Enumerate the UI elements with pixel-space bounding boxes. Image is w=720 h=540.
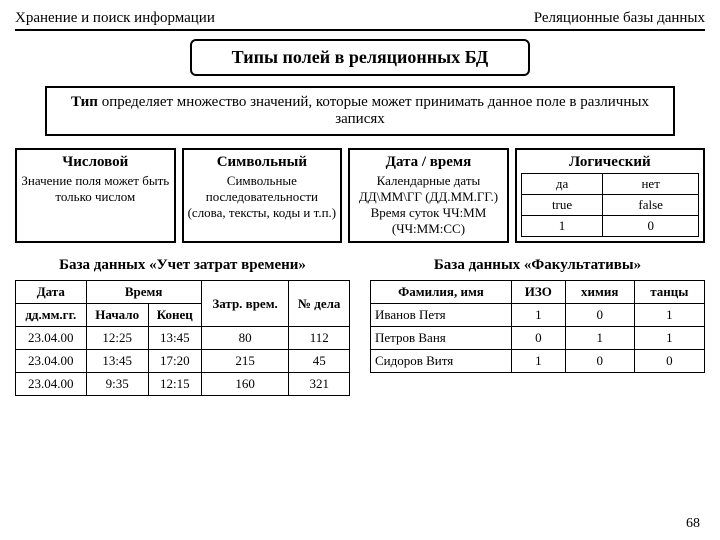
type-symbolic-desc: Символьные последовательности (слова, те… — [188, 173, 337, 221]
types-row: Числовой Значение поля может быть только… — [15, 148, 705, 243]
db1-h-start: Начало — [86, 304, 148, 327]
type-numeric-name: Числовой — [21, 154, 170, 171]
db1-h-dur: Затр. врем. — [201, 281, 289, 327]
table-row: 23.04.009:3512:15160321 — [16, 373, 350, 396]
type-numeric-desc: Значение поля может быть только числом — [21, 173, 170, 205]
type-datetime-name: Дата / время — [354, 154, 503, 171]
type-datetime-desc: Календарные даты ДД\ММ\ГГ (ДД.ММ.ГГ.) Вр… — [354, 173, 503, 237]
db2-table: Фамилия, имя ИЗО химия танцы Иванов Петя… — [370, 280, 705, 373]
db-row: База данных «Учет затрат времени» Дата В… — [15, 257, 705, 396]
logic-cell: false — [603, 195, 699, 216]
type-numeric: Числовой Значение поля может быть только… — [15, 148, 176, 243]
type-symbolic-name: Символьный — [188, 154, 337, 171]
db1-table: Дата Время Затр. врем. № дела дд.мм.гг. … — [15, 280, 350, 396]
definition-bold: Тип — [71, 94, 98, 110]
table-row: 23.04.0012:2513:4580112 — [16, 327, 350, 350]
db1-h-case: № дела — [289, 281, 350, 327]
logic-cell: нет — [603, 174, 699, 195]
db2-h: танцы — [634, 281, 704, 304]
logic-cell: 0 — [603, 216, 699, 237]
db1-h-date: Дата — [16, 281, 87, 304]
definition-text: определяет множество значений, которые м… — [102, 94, 649, 127]
logic-cell: 1 — [521, 216, 603, 237]
logic-cell: true — [521, 195, 603, 216]
definition-box: Тип определяет множество значений, котор… — [45, 86, 676, 136]
type-symbolic: Символьный Символьные последовательности… — [182, 148, 343, 243]
header: Хранение и поиск информации Реляционные … — [15, 10, 705, 31]
db2-h: ИЗО — [511, 281, 565, 304]
page-title: Типы полей в реляционных БД — [190, 39, 531, 76]
table-row: Петров Ваня011 — [371, 327, 705, 350]
db2: База данных «Факультативы» Фамилия, имя … — [370, 257, 705, 396]
db1-title: База данных «Учет затрат времени» — [15, 257, 350, 274]
type-logical-name: Логический — [521, 154, 699, 171]
type-logical: Логический данет truefalse 10 — [515, 148, 705, 243]
header-right: Реляционные базы данных — [534, 10, 705, 27]
db1-h-end: Конец — [148, 304, 201, 327]
db2-h: Фамилия, имя — [371, 281, 512, 304]
table-row: 23.04.0013:4517:2021545 — [16, 350, 350, 373]
db2-h: химия — [565, 281, 634, 304]
db2-title: База данных «Факультативы» — [370, 257, 705, 274]
page-number: 68 — [686, 516, 700, 532]
type-datetime: Дата / время Календарные даты ДД\ММ\ГГ (… — [348, 148, 509, 243]
db1: База данных «Учет затрат времени» Дата В… — [15, 257, 350, 396]
logical-table: данет truefalse 10 — [521, 173, 699, 237]
table-row: Иванов Петя101 — [371, 304, 705, 327]
db1-h-time: Время — [86, 281, 201, 304]
logic-cell: да — [521, 174, 603, 195]
db1-h-datesub: дд.мм.гг. — [16, 304, 87, 327]
header-left: Хранение и поиск информации — [15, 10, 215, 27]
table-row: Сидоров Витя100 — [371, 350, 705, 373]
